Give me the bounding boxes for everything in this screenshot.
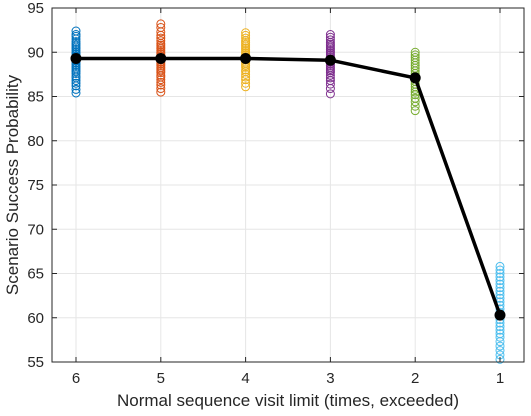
data-point — [71, 88, 81, 98]
y-tick-label: 75 — [27, 177, 44, 194]
data-point — [495, 261, 505, 271]
mean-line-path — [76, 56, 502, 316]
y-axis-label: Scenario Success Probability — [3, 74, 22, 295]
data-point — [410, 97, 420, 107]
y-tick-label: 55 — [27, 354, 44, 371]
mean-point — [70, 52, 82, 64]
x-tick-label: 5 — [157, 370, 165, 387]
data-point — [495, 345, 505, 355]
data-point — [410, 53, 420, 63]
data-point — [495, 293, 505, 303]
data-point — [495, 279, 505, 289]
y-tick-label: 90 — [27, 44, 44, 61]
data-point — [495, 354, 505, 364]
y-tick-label: 85 — [27, 89, 44, 106]
data-point — [156, 22, 166, 32]
data-point — [241, 82, 251, 92]
data-point — [156, 75, 166, 85]
data-point — [156, 19, 166, 29]
y-tick-label: 70 — [27, 221, 44, 238]
data-point — [495, 332, 505, 342]
x-tick-label: 3 — [326, 370, 334, 387]
data-point — [410, 50, 420, 60]
data-point — [71, 76, 81, 86]
data-point — [325, 35, 335, 45]
mean-point — [494, 309, 506, 321]
data-point — [325, 32, 335, 42]
data-point — [71, 26, 81, 36]
y-tick-label: 60 — [27, 310, 44, 327]
data-point — [241, 72, 251, 82]
data-point — [495, 322, 505, 332]
data-point — [241, 78, 251, 88]
data-point — [495, 290, 505, 300]
data-point — [156, 33, 166, 43]
mean-point — [409, 72, 421, 84]
data-point — [241, 30, 251, 40]
data-point — [156, 84, 166, 94]
data-point — [495, 325, 505, 335]
data-point — [241, 33, 251, 43]
data-point — [156, 77, 166, 87]
data-point — [495, 265, 505, 275]
data-point — [71, 84, 81, 94]
data-point — [495, 329, 505, 339]
x-tick-label: 2 — [411, 370, 419, 387]
data-point — [325, 89, 335, 99]
data-point — [156, 87, 166, 97]
data-point — [241, 69, 251, 79]
x-axis-label: Normal sequence visit limit (times, exce… — [117, 391, 459, 410]
x-tick-label: 6 — [72, 370, 80, 387]
data-point — [495, 272, 505, 282]
data-point — [495, 276, 505, 286]
data-point — [410, 106, 420, 116]
x-tick-label: 1 — [496, 370, 504, 387]
mean-line — [70, 52, 506, 321]
data-point — [410, 93, 420, 103]
data-point — [156, 36, 166, 46]
data-point — [71, 37, 81, 47]
data-point — [325, 73, 335, 83]
data-point — [410, 47, 420, 57]
mean-point — [324, 54, 336, 66]
data-point — [325, 79, 335, 89]
data-point — [495, 286, 505, 296]
data-point — [495, 283, 505, 293]
data-point — [495, 341, 505, 351]
data-point — [325, 30, 335, 40]
data-point — [241, 28, 251, 38]
mean-point — [240, 52, 252, 64]
y-tick-label: 95 — [27, 0, 44, 17]
x-tick-label: 4 — [241, 370, 249, 387]
y-tick-label: 80 — [27, 133, 44, 150]
data-point — [71, 30, 81, 40]
data-point — [71, 78, 81, 88]
y-tick-label: 65 — [27, 266, 44, 283]
data-point — [495, 269, 505, 278]
mean-point — [155, 52, 167, 64]
